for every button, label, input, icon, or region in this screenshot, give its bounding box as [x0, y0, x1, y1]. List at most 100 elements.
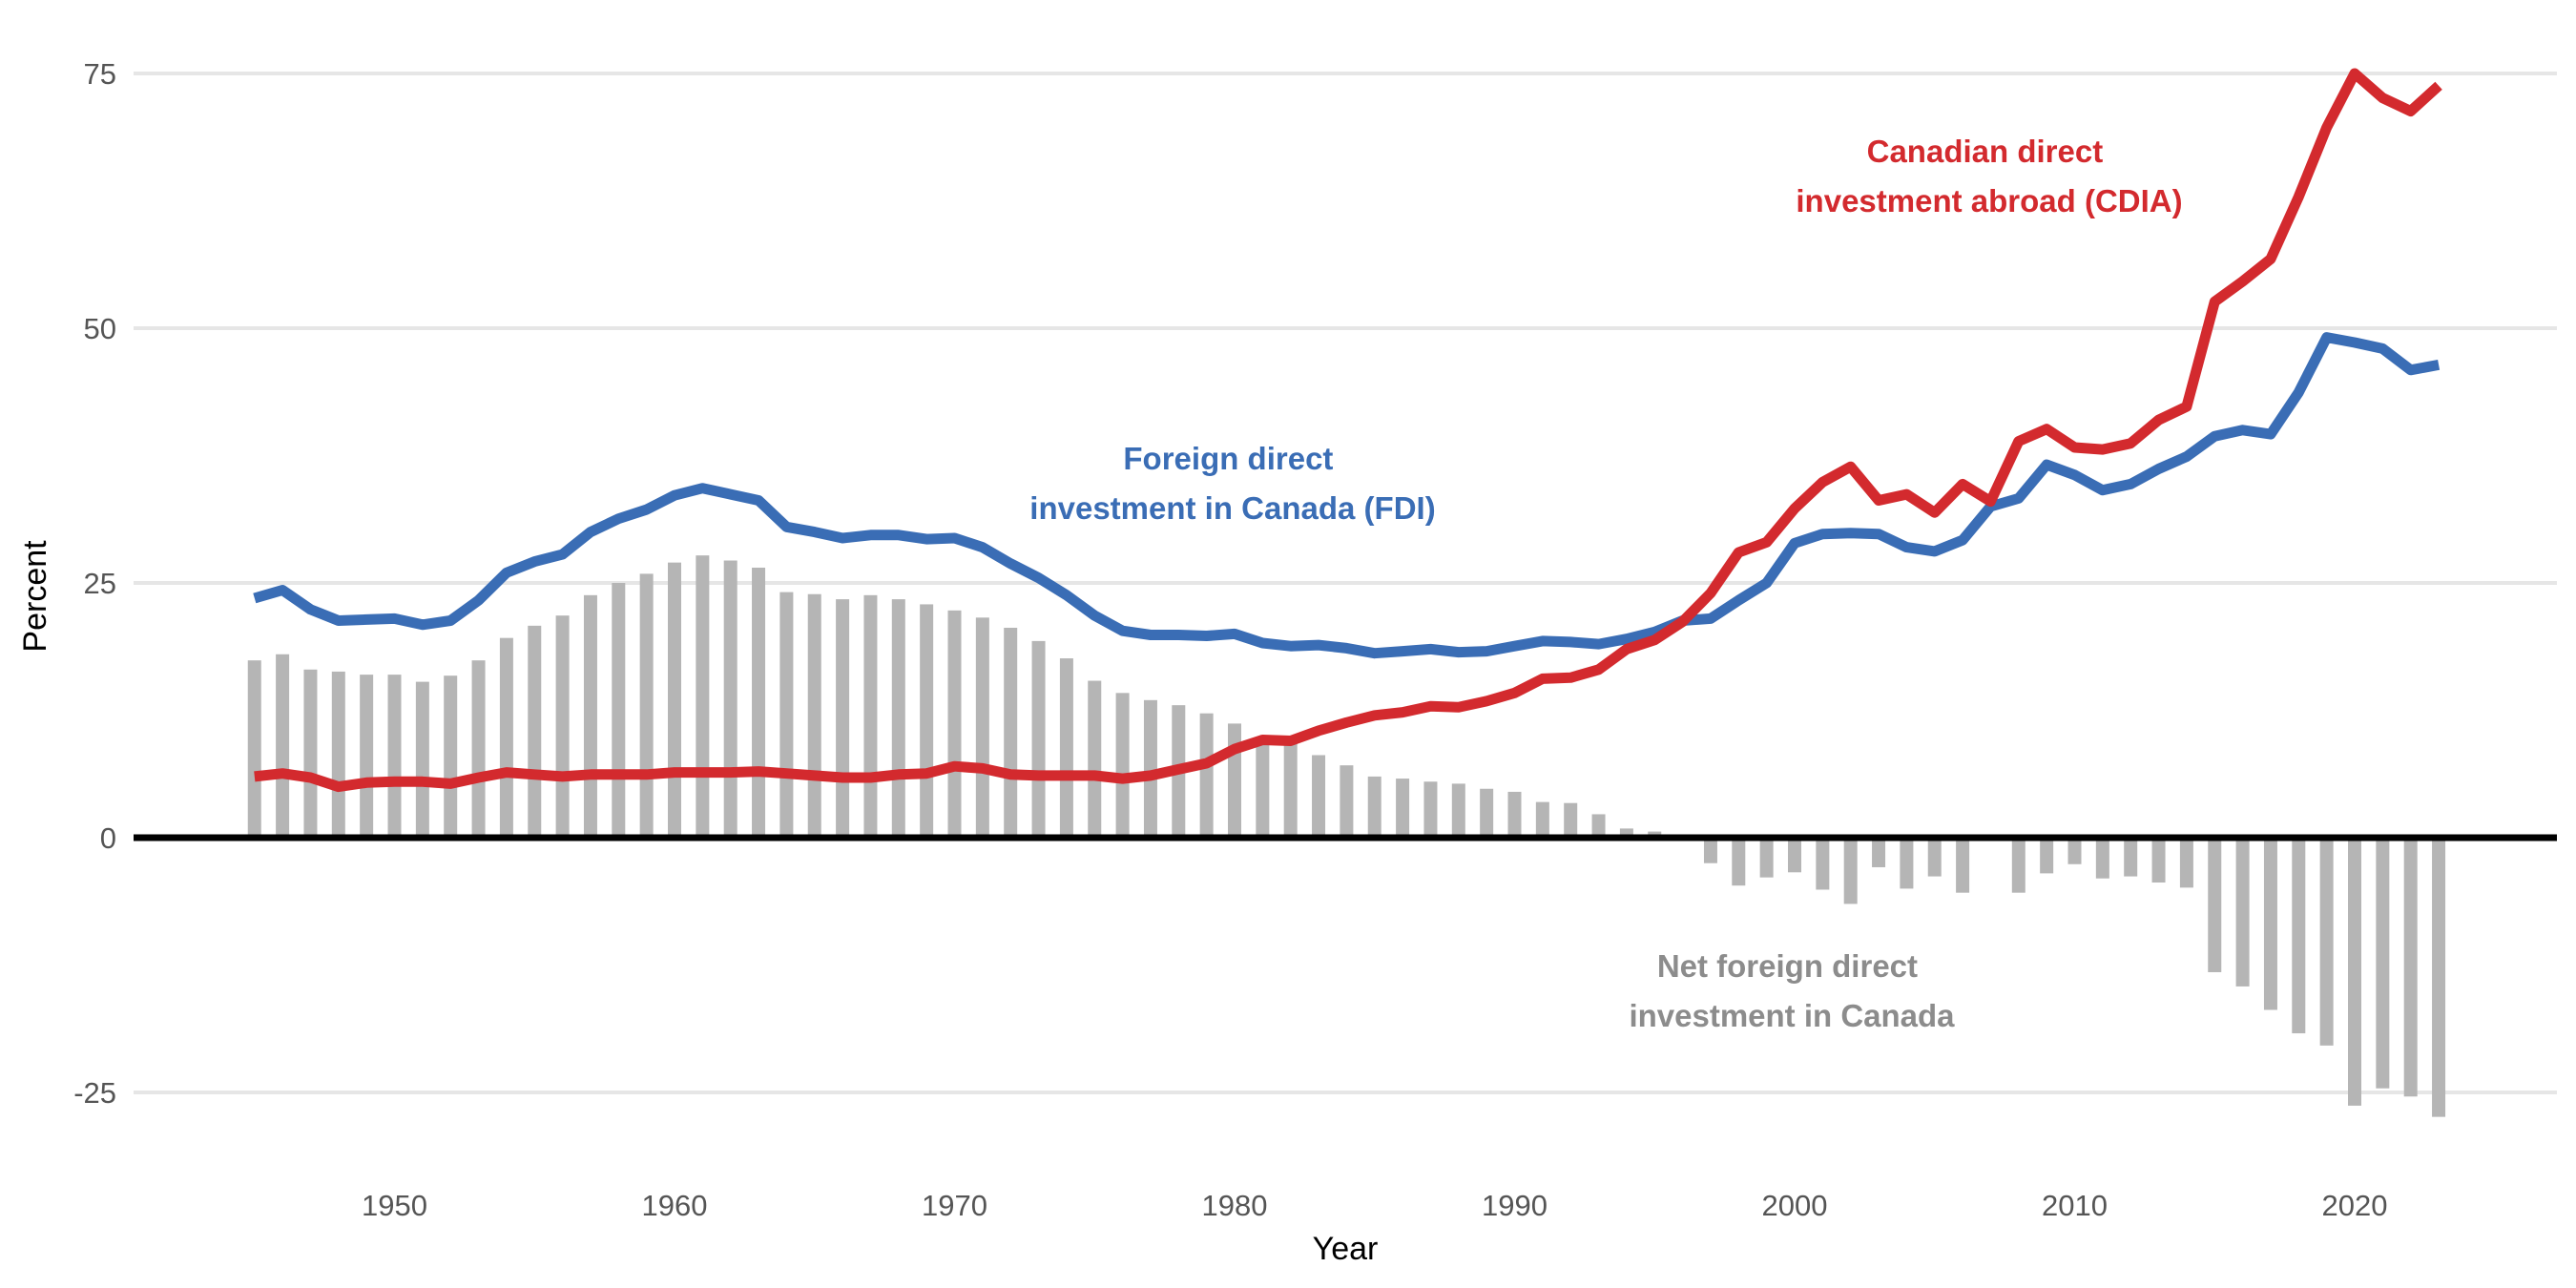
net-bar: [2348, 838, 2361, 1106]
y-tick-label: -25: [73, 1076, 116, 1110]
net-bar: [2403, 838, 2418, 1097]
net-bar: [1451, 783, 1465, 838]
net-bar: [1088, 680, 1102, 838]
net-bar: [723, 560, 737, 838]
net-bar: [1759, 838, 1774, 878]
net-bar: [1507, 791, 1522, 838]
x-tick-label: 2010: [2042, 1189, 2108, 1222]
net-bar: [1115, 693, 1130, 838]
net-bar: [920, 604, 934, 838]
net-bar: [387, 675, 402, 838]
net-bar: [2067, 838, 2082, 864]
gridlines: [134, 72, 2557, 1094]
y-tick-label: 75: [84, 57, 116, 91]
net-bar: [303, 669, 318, 838]
net-bar: [1228, 723, 1241, 838]
net-bar: [1004, 627, 1018, 838]
net-bar: [2179, 838, 2193, 888]
net-bar: [1564, 802, 1578, 838]
net-bar: [247, 660, 261, 838]
net-bar: [891, 599, 905, 838]
x-tick-labels: 1950 1960 1970 1980 1990 2000 2010 2020: [362, 1189, 2387, 1222]
y-axis-title: Percent: [17, 540, 53, 653]
net-bar: [668, 562, 681, 838]
x-tick-label: 1970: [922, 1189, 987, 1222]
net-bar: [2124, 838, 2138, 877]
net-bar: [2319, 838, 2334, 1046]
net-bar: [779, 592, 794, 838]
net-bar: [612, 583, 626, 838]
net-bar: [415, 681, 429, 838]
cdia-label-line-2: investment abroad (CDIA): [1796, 183, 2182, 218]
net-bar: [1199, 713, 1214, 838]
y-tick-label: 50: [84, 312, 116, 345]
x-tick-label: 1990: [1482, 1189, 1548, 1222]
net-bar: [1480, 788, 1494, 838]
fdi-label: Foreign direct investment in Canada (FDI…: [1029, 441, 1435, 526]
net-label-line-2: investment in Canada: [1629, 998, 1955, 1033]
cdia-line: [254, 68, 2442, 793]
fdi-label-line-2: investment in Canada (FDI): [1029, 490, 1435, 526]
net-bar: [1535, 801, 1549, 838]
x-tick-label: 2000: [1762, 1189, 1828, 1222]
net-bar: [2263, 838, 2277, 1010]
net-bar: [1872, 838, 1886, 867]
net-bar: [1591, 814, 1606, 838]
net-bar: [276, 654, 290, 838]
net-bar: [331, 671, 345, 838]
net-bar: [1816, 838, 1830, 890]
net-bar: [1367, 776, 1381, 838]
net-bar: [1256, 739, 1270, 838]
net-bar: [947, 610, 962, 838]
fdi-line: [253, 332, 2441, 659]
net-bar: [1927, 838, 1942, 877]
net-bar: [2011, 838, 2025, 893]
net-bar: [1900, 838, 1914, 889]
cdia-label: Canadian direct investment abroad (CDIA): [1796, 134, 2182, 218]
y-tick-label: 0: [100, 821, 116, 855]
net-bar: [1788, 838, 1801, 873]
net-bar: [1423, 781, 1438, 838]
x-tick-label: 2020: [2322, 1189, 2388, 1222]
net-bar: [639, 573, 654, 838]
net-bar: [471, 660, 486, 838]
net-bar: [555, 615, 570, 838]
cdia-label-line-1: Canadian direct: [1867, 134, 2104, 169]
net-bar: [1732, 838, 1746, 886]
net-bar: [1396, 779, 1410, 838]
net-bar: [863, 594, 878, 838]
net-bar: [1340, 765, 1354, 838]
y-tick-labels: -25 0 25 50 75: [73, 57, 116, 1110]
net-bar: [1059, 658, 1073, 838]
net-bar: [752, 567, 766, 838]
net-bar: [2292, 838, 2306, 1034]
x-tick-label: 1950: [362, 1189, 427, 1222]
y-tick-label: 25: [84, 567, 116, 600]
net-bar: [1031, 640, 1046, 838]
net-bar: [360, 675, 374, 838]
x-tick-label: 1980: [1202, 1189, 1268, 1222]
net-bar: [583, 594, 597, 838]
net-bar: [1312, 755, 1326, 838]
x-axis-title: Year: [1313, 1231, 1379, 1267]
net-label-line-1: Net foreign direct: [1657, 948, 1918, 984]
net-bar: [807, 593, 821, 838]
net-bar: [836, 599, 850, 838]
net-bar: [2095, 838, 2109, 879]
net-label: Net foreign direct investment in Canada: [1629, 948, 1955, 1033]
net-bar: [499, 637, 513, 838]
net-bar: [2376, 838, 2390, 1089]
net-bar: [2151, 838, 2166, 883]
net-bar: [2235, 838, 2250, 987]
net-bar: [1703, 838, 1717, 863]
net-bar: [444, 675, 458, 838]
net-bar: [1619, 828, 1633, 838]
net-bar: [528, 625, 542, 838]
x-tick-label: 1960: [642, 1189, 708, 1222]
net-bar: [1843, 838, 1858, 904]
net-bar: [1956, 838, 1970, 893]
net-bar: [1283, 742, 1298, 838]
net-bar: [2208, 838, 2222, 972]
fdi-label-line-1: Foreign direct: [1123, 441, 1333, 476]
